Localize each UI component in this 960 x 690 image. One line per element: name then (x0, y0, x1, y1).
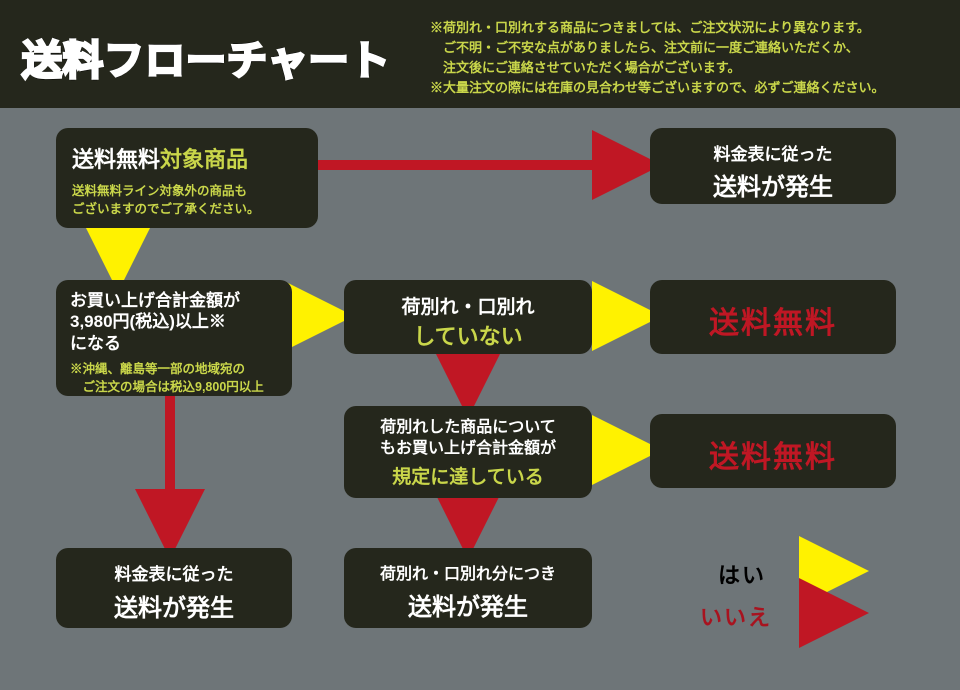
node-line-accent: 規定に達している (356, 462, 580, 489)
node-line: 料金表に従った (660, 140, 886, 165)
node-line: 料金表に従った (66, 560, 282, 585)
legend-no-label: いいえ (700, 600, 772, 632)
node-line: 荷別れ・口別れ分につき (354, 560, 582, 584)
node-title-accent: 対象商品 (160, 147, 248, 172)
node-line: 3,980円(税込)以上※ (70, 311, 278, 332)
node-free-shipping-2: 送料無料 (650, 414, 896, 488)
node-title-white: 送料無料 (72, 147, 160, 172)
node-sub: ございますのでご了承ください。 (72, 200, 302, 218)
node-note: ※沖縄、離島等一部の地域宛の (70, 360, 278, 378)
node-split-amount-ok: 荷別れした商品について もお買い上げ合計金額が 規定に達している (344, 406, 592, 498)
node-total-amount: お買い上げ合計金額が 3,980円(税込)以上※ になる ※沖縄、離島等一部の地… (56, 280, 292, 396)
note-line: ご不明・ご不安な点がありましたら、注文前に一度ご連絡いただくか、 (430, 38, 944, 58)
node-line-accent: していない (354, 319, 582, 351)
node-not-split: 荷別れ・口別れ していない (344, 280, 592, 354)
node-line: お買い上げ合計金額が (70, 290, 278, 311)
note-line: 注文後にご連絡させていただく場合がございます。 (430, 58, 944, 78)
node-line: になる (70, 333, 278, 354)
node-sub: 送料無料ライン対象外の商品も (72, 182, 302, 200)
legend-yes-label: はい (718, 558, 766, 590)
node-line-red: 送料無料 (660, 432, 886, 476)
node-line: 送料が発生 (354, 587, 582, 622)
node-free-shipping-1: 送料無料 (650, 280, 896, 354)
header-notes: ※荷別れ・口別れする商品につきましては、ご注文状況により異なります。 ご不明・ご… (430, 18, 944, 99)
node-fee-applies-left: 料金表に従った 送料が発生 (56, 548, 292, 628)
page-title: 送料フローチャート (22, 28, 391, 86)
node-note: ご注文の場合は税込9,800円以上 (70, 378, 278, 396)
node-fee-applies-top: 料金表に従った 送料が発生 (650, 128, 896, 204)
node-free-shipping-eligible: 送料無料対象商品 送料無料ライン対象外の商品も ございますのでご了承ください。 (56, 128, 318, 228)
note-line: ※荷別れ・口別れする商品につきましては、ご注文状況により異なります。 (430, 18, 944, 38)
node-line: 荷別れ・口別れ (354, 292, 582, 319)
node-line: もお買い上げ合計金額が (356, 439, 580, 460)
node-line: 送料が発生 (660, 167, 886, 202)
node-line: 送料が発生 (66, 588, 282, 623)
node-line-red: 送料無料 (660, 298, 886, 342)
node-split-fee: 荷別れ・口別れ分につき 送料が発生 (344, 548, 592, 628)
node-line: 荷別れした商品について (356, 418, 580, 439)
note-line: ※大量注文の際には在庫の見合わせ等ございますので、必ずご連絡ください。 (430, 78, 944, 98)
